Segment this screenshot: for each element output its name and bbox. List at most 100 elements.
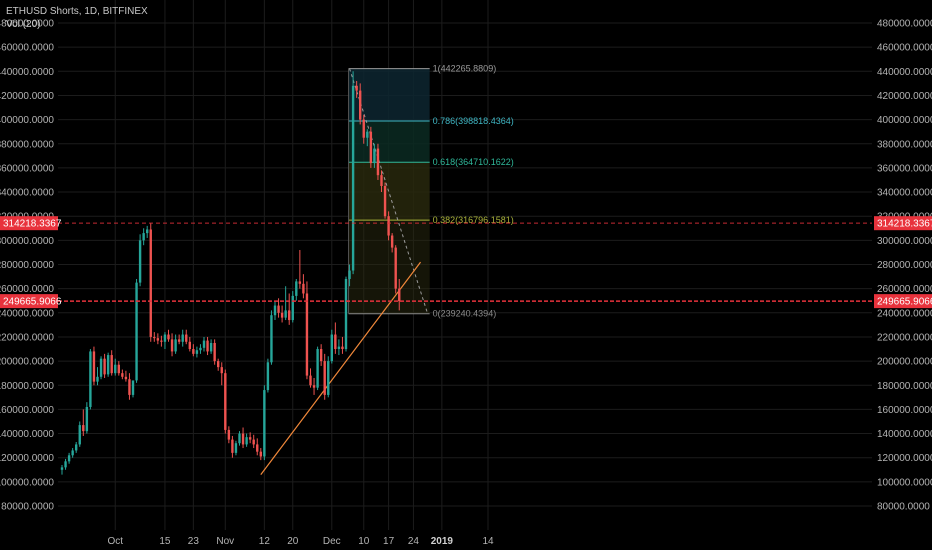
candle-body [202, 340, 206, 348]
y-tick-label-left: 140000.0000 [0, 429, 54, 440]
candle-up [327, 356, 330, 398]
candle-down [103, 353, 106, 379]
candle-body [259, 451, 262, 457]
candle-body [146, 229, 149, 234]
candle-up [351, 71, 355, 275]
candle-up [78, 421, 81, 447]
candle-body [327, 361, 330, 395]
candle-down [394, 245, 397, 294]
fib-trend-line [349, 68, 429, 314]
candle-body [78, 425, 81, 445]
candle-body [82, 425, 85, 432]
candle-body [291, 295, 294, 321]
candle-body [312, 385, 316, 388]
candle-body [256, 444, 259, 452]
candle-down [309, 368, 312, 388]
candle-body [359, 90, 362, 120]
candle-down [380, 170, 383, 193]
candle-up [295, 278, 298, 301]
candle-up [131, 380, 135, 398]
candle-down [170, 333, 174, 357]
fib-zone [348, 121, 430, 163]
time-axis[interactable]: Oct 15 23 Nov 12 20 Dec 10 17 24 2019 14 [107, 536, 494, 547]
candle-up [366, 129, 369, 147]
volume-indicator-label[interactable]: Vol (20) [6, 19, 41, 30]
candle-body [131, 380, 135, 395]
y-tick-label-left: 100000.0000 [0, 477, 54, 488]
candle-down [231, 435, 234, 458]
candle-up [96, 367, 99, 386]
candle-body [231, 439, 234, 453]
candle-body [60, 467, 64, 470]
candle-down [248, 432, 252, 444]
y-tick-label-right: 140000.0000 [877, 429, 932, 440]
candle-body [344, 278, 348, 350]
y-tick-label-left: 260000.0000 [0, 284, 54, 295]
candle-body [351, 85, 355, 271]
right-price-axis[interactable]: 80000.0000 100000.0000 120000.0000 140000.0… [877, 19, 932, 513]
candle-up [64, 458, 67, 470]
candle-body [206, 340, 209, 352]
candle-body [153, 336, 156, 339]
candle-up [142, 228, 145, 246]
candle-body [188, 341, 191, 350]
candle-down [319, 344, 323, 366]
y-tick-label-right: 300000.0000 [877, 236, 932, 247]
candle-up [245, 433, 248, 447]
candle-down [280, 305, 284, 323]
x-tick-label: 20 [287, 536, 299, 547]
y-tick-label-right: 240000.0000 [877, 308, 932, 319]
candle-body [170, 339, 174, 352]
candle-up [89, 349, 92, 410]
candle-body [174, 339, 177, 352]
candle-body [89, 351, 92, 407]
y-tick-label-left: 460000.0000 [0, 43, 54, 54]
candle-up [106, 352, 110, 377]
candle-down [117, 361, 120, 376]
candle-body [199, 347, 202, 351]
fib-zone [348, 68, 430, 122]
candle-body [355, 85, 358, 91]
candle-up [316, 346, 319, 391]
candle-down [288, 293, 291, 325]
candle-body [309, 375, 312, 386]
candle-body [248, 437, 252, 440]
candle-body [213, 342, 216, 362]
candle-down [298, 250, 302, 289]
y-tick-label-left: 400000.0000 [0, 115, 54, 126]
candle-up [181, 329, 184, 347]
candle-down [312, 378, 316, 395]
candle-body [273, 305, 277, 316]
candle-body [181, 334, 184, 342]
candle-body [138, 240, 142, 283]
candle-body [96, 376, 99, 382]
price-badges: 314218.3367 314218.3367 249665.9066 249665.… [0, 216, 932, 309]
candle-up [114, 358, 117, 376]
x-tick-label: 23 [188, 536, 200, 547]
candle-body [376, 148, 380, 176]
x-tick-label: 24 [408, 536, 420, 547]
candle-body [366, 131, 369, 138]
candle-body [135, 282, 138, 381]
candle-body [110, 355, 113, 374]
fib-level-label: 0.786(398818.4364) [433, 116, 514, 126]
candle-body [295, 281, 298, 296]
candle-down [217, 358, 220, 371]
candle-down [121, 369, 124, 380]
candle-body [92, 351, 96, 382]
fibonacci-retracement[interactable]: 1(442265.8809) 0.786(398818.4364) 0.618(36… [348, 64, 514, 319]
candle-up [266, 358, 270, 393]
candle-up [344, 276, 348, 352]
candle-body [234, 443, 238, 453]
candle-body [284, 310, 287, 318]
candle-down [177, 334, 181, 345]
y-tick-label-left: 240000.0000 [0, 308, 54, 319]
symbol-title[interactable]: ETHUSD Shorts, 1D, BITFINEX [6, 6, 148, 17]
left-price-axis[interactable]: 80000.0000 100000.0000 120000.0000 140000.0… [0, 19, 54, 513]
candle-up [71, 448, 74, 458]
drawing-lines[interactable] [260, 68, 429, 475]
candle-body [373, 148, 376, 164]
price-badge [874, 294, 932, 309]
candle-body [380, 175, 383, 187]
